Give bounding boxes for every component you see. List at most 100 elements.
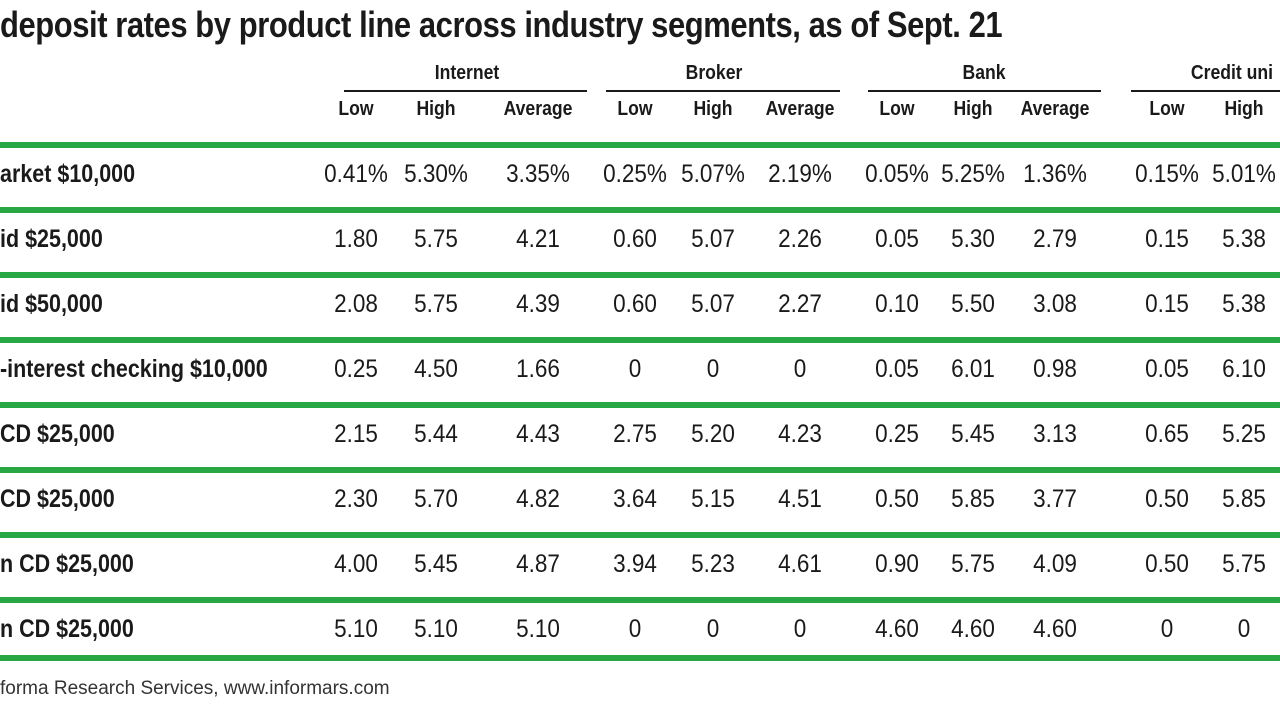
table-cell: 5.45 xyxy=(951,420,995,448)
column-header: Average xyxy=(503,98,573,120)
table-cell: 0 xyxy=(793,615,807,643)
table-cell: 5.07 xyxy=(691,225,735,253)
group-header: Broker xyxy=(685,62,743,84)
column-header: Low xyxy=(879,98,915,120)
table-cell: 0.15% xyxy=(1135,160,1199,188)
table-cell: 5.75 xyxy=(951,550,995,578)
table-cell: 4.50 xyxy=(414,355,458,383)
table-cell: 0 xyxy=(1160,615,1174,643)
row-divider xyxy=(0,655,1280,661)
table-cell: 5.75 xyxy=(1222,550,1266,578)
table-cell: 2.27 xyxy=(778,290,822,318)
table-cell: 5.44 xyxy=(414,420,458,448)
table-cell: 0.15 xyxy=(1145,290,1189,318)
table-cell: 5.20 xyxy=(691,420,735,448)
column-header: Average xyxy=(765,98,835,120)
row-label: arket $10,000 xyxy=(0,160,136,188)
table-cell: 5.50 xyxy=(951,290,995,318)
row-label: n CD $25,000 xyxy=(0,615,134,643)
page-title: deposit rates by product line across ind… xyxy=(0,4,1003,45)
group-header: Credit uni xyxy=(1190,62,1274,84)
table-cell: 0.10 xyxy=(875,290,919,318)
table-cell: 5.45 xyxy=(414,550,458,578)
table-cell: 0 xyxy=(706,355,720,383)
table-cell: 5.23 xyxy=(691,550,735,578)
table-cell: 3.13 xyxy=(1033,420,1077,448)
table-cell: 3.35% xyxy=(506,160,570,188)
table-cell: 2.26 xyxy=(778,225,822,253)
table-cell: 0.50 xyxy=(875,485,919,513)
column-header: High xyxy=(693,98,733,120)
table-cell: 0.50 xyxy=(1145,550,1189,578)
table-cell: 2.19% xyxy=(768,160,832,188)
table-cell: 4.21 xyxy=(516,225,560,253)
row-label: id $50,000 xyxy=(0,290,103,318)
table-row: n CD $25,000 4.00 5.45 4.87 3.94 5.23 4.61 0.90… xyxy=(0,544,1280,584)
table-cell: 4.87 xyxy=(516,550,560,578)
table-cell: 2.30 xyxy=(334,485,378,513)
table-cell: 0.41% xyxy=(324,160,388,188)
table-cell: 6.10 xyxy=(1222,355,1266,383)
row-divider xyxy=(0,142,1280,148)
table-cell: 0.65 xyxy=(1145,420,1189,448)
table-cell: 0.60 xyxy=(613,225,657,253)
table-cell: 4.00 xyxy=(334,550,378,578)
group-rule xyxy=(344,90,587,92)
table-row: CD $25,000 2.30 5.70 4.82 3.64 5.15 4.51 0.50 5.… xyxy=(0,479,1280,519)
group-rule xyxy=(1131,90,1280,92)
table-cell: 0.05% xyxy=(865,160,929,188)
group-header: Internet xyxy=(434,62,500,84)
table-row: arket $10,000 0.41% 5.30% 3.35% 0.25% 5.07% 2.… xyxy=(0,154,1280,194)
table-row: -interest checking $10,000 0.25 4.50 1.66 0 0… xyxy=(0,349,1280,389)
column-header: Low xyxy=(1149,98,1185,120)
row-divider xyxy=(0,337,1280,343)
row-divider xyxy=(0,467,1280,473)
table-cell: 4.60 xyxy=(951,615,995,643)
table-cell: 0.25 xyxy=(875,420,919,448)
row-divider xyxy=(0,402,1280,408)
table-cell: 0 xyxy=(628,615,642,643)
column-header: Low xyxy=(617,98,653,120)
table-cell: 5.85 xyxy=(951,485,995,513)
table-cell: 4.51 xyxy=(778,485,822,513)
table-row: CD $25,000 2.15 5.44 4.43 2.75 5.20 4.23 0.25 5.… xyxy=(0,414,1280,454)
table-cell: 5.10 xyxy=(414,615,458,643)
table-cell: 0 xyxy=(1237,615,1251,643)
table-cell: 0.15 xyxy=(1145,225,1189,253)
table-cell: 5.30 xyxy=(951,225,995,253)
row-label: CD $25,000 xyxy=(0,420,115,448)
table-cell: 0.90 xyxy=(875,550,919,578)
table-cell: 4.60 xyxy=(875,615,919,643)
table-cell: 2.15 xyxy=(334,420,378,448)
table-cell: 5.25 xyxy=(1222,420,1266,448)
table-cell: 0.60 xyxy=(613,290,657,318)
table-cell: 0.25 xyxy=(334,355,378,383)
row-label: id $25,000 xyxy=(0,225,103,253)
group-rule xyxy=(868,90,1101,92)
column-header: Low xyxy=(338,98,374,120)
table-cell: 0 xyxy=(628,355,642,383)
table-cell: 2.08 xyxy=(334,290,378,318)
table-cell: 5.38 xyxy=(1222,225,1266,253)
column-header: High xyxy=(953,98,993,120)
table-cell: 3.08 xyxy=(1033,290,1077,318)
table-cell: 4.60 xyxy=(1033,615,1077,643)
table-cell: 3.64 xyxy=(613,485,657,513)
table-cell: 4.23 xyxy=(778,420,822,448)
table-cell: 5.01% xyxy=(1212,160,1276,188)
row-divider xyxy=(0,207,1280,213)
table-cell: 5.10 xyxy=(516,615,560,643)
table-cell: 3.94 xyxy=(613,550,657,578)
row-label: n CD $25,000 xyxy=(0,550,134,578)
table-cell: 0 xyxy=(706,615,720,643)
table-cell: 0 xyxy=(793,355,807,383)
column-header: Average xyxy=(1020,98,1090,120)
table-cell: 4.82 xyxy=(516,485,560,513)
table-cell: 5.15 xyxy=(691,485,735,513)
group-header: Bank xyxy=(962,62,1006,84)
column-header: High xyxy=(1224,98,1264,120)
table-cell: 0.05 xyxy=(875,355,919,383)
table-cell: 1.36% xyxy=(1023,160,1087,188)
table-cell: 3.77 xyxy=(1033,485,1077,513)
table-cell: 5.85 xyxy=(1222,485,1266,513)
